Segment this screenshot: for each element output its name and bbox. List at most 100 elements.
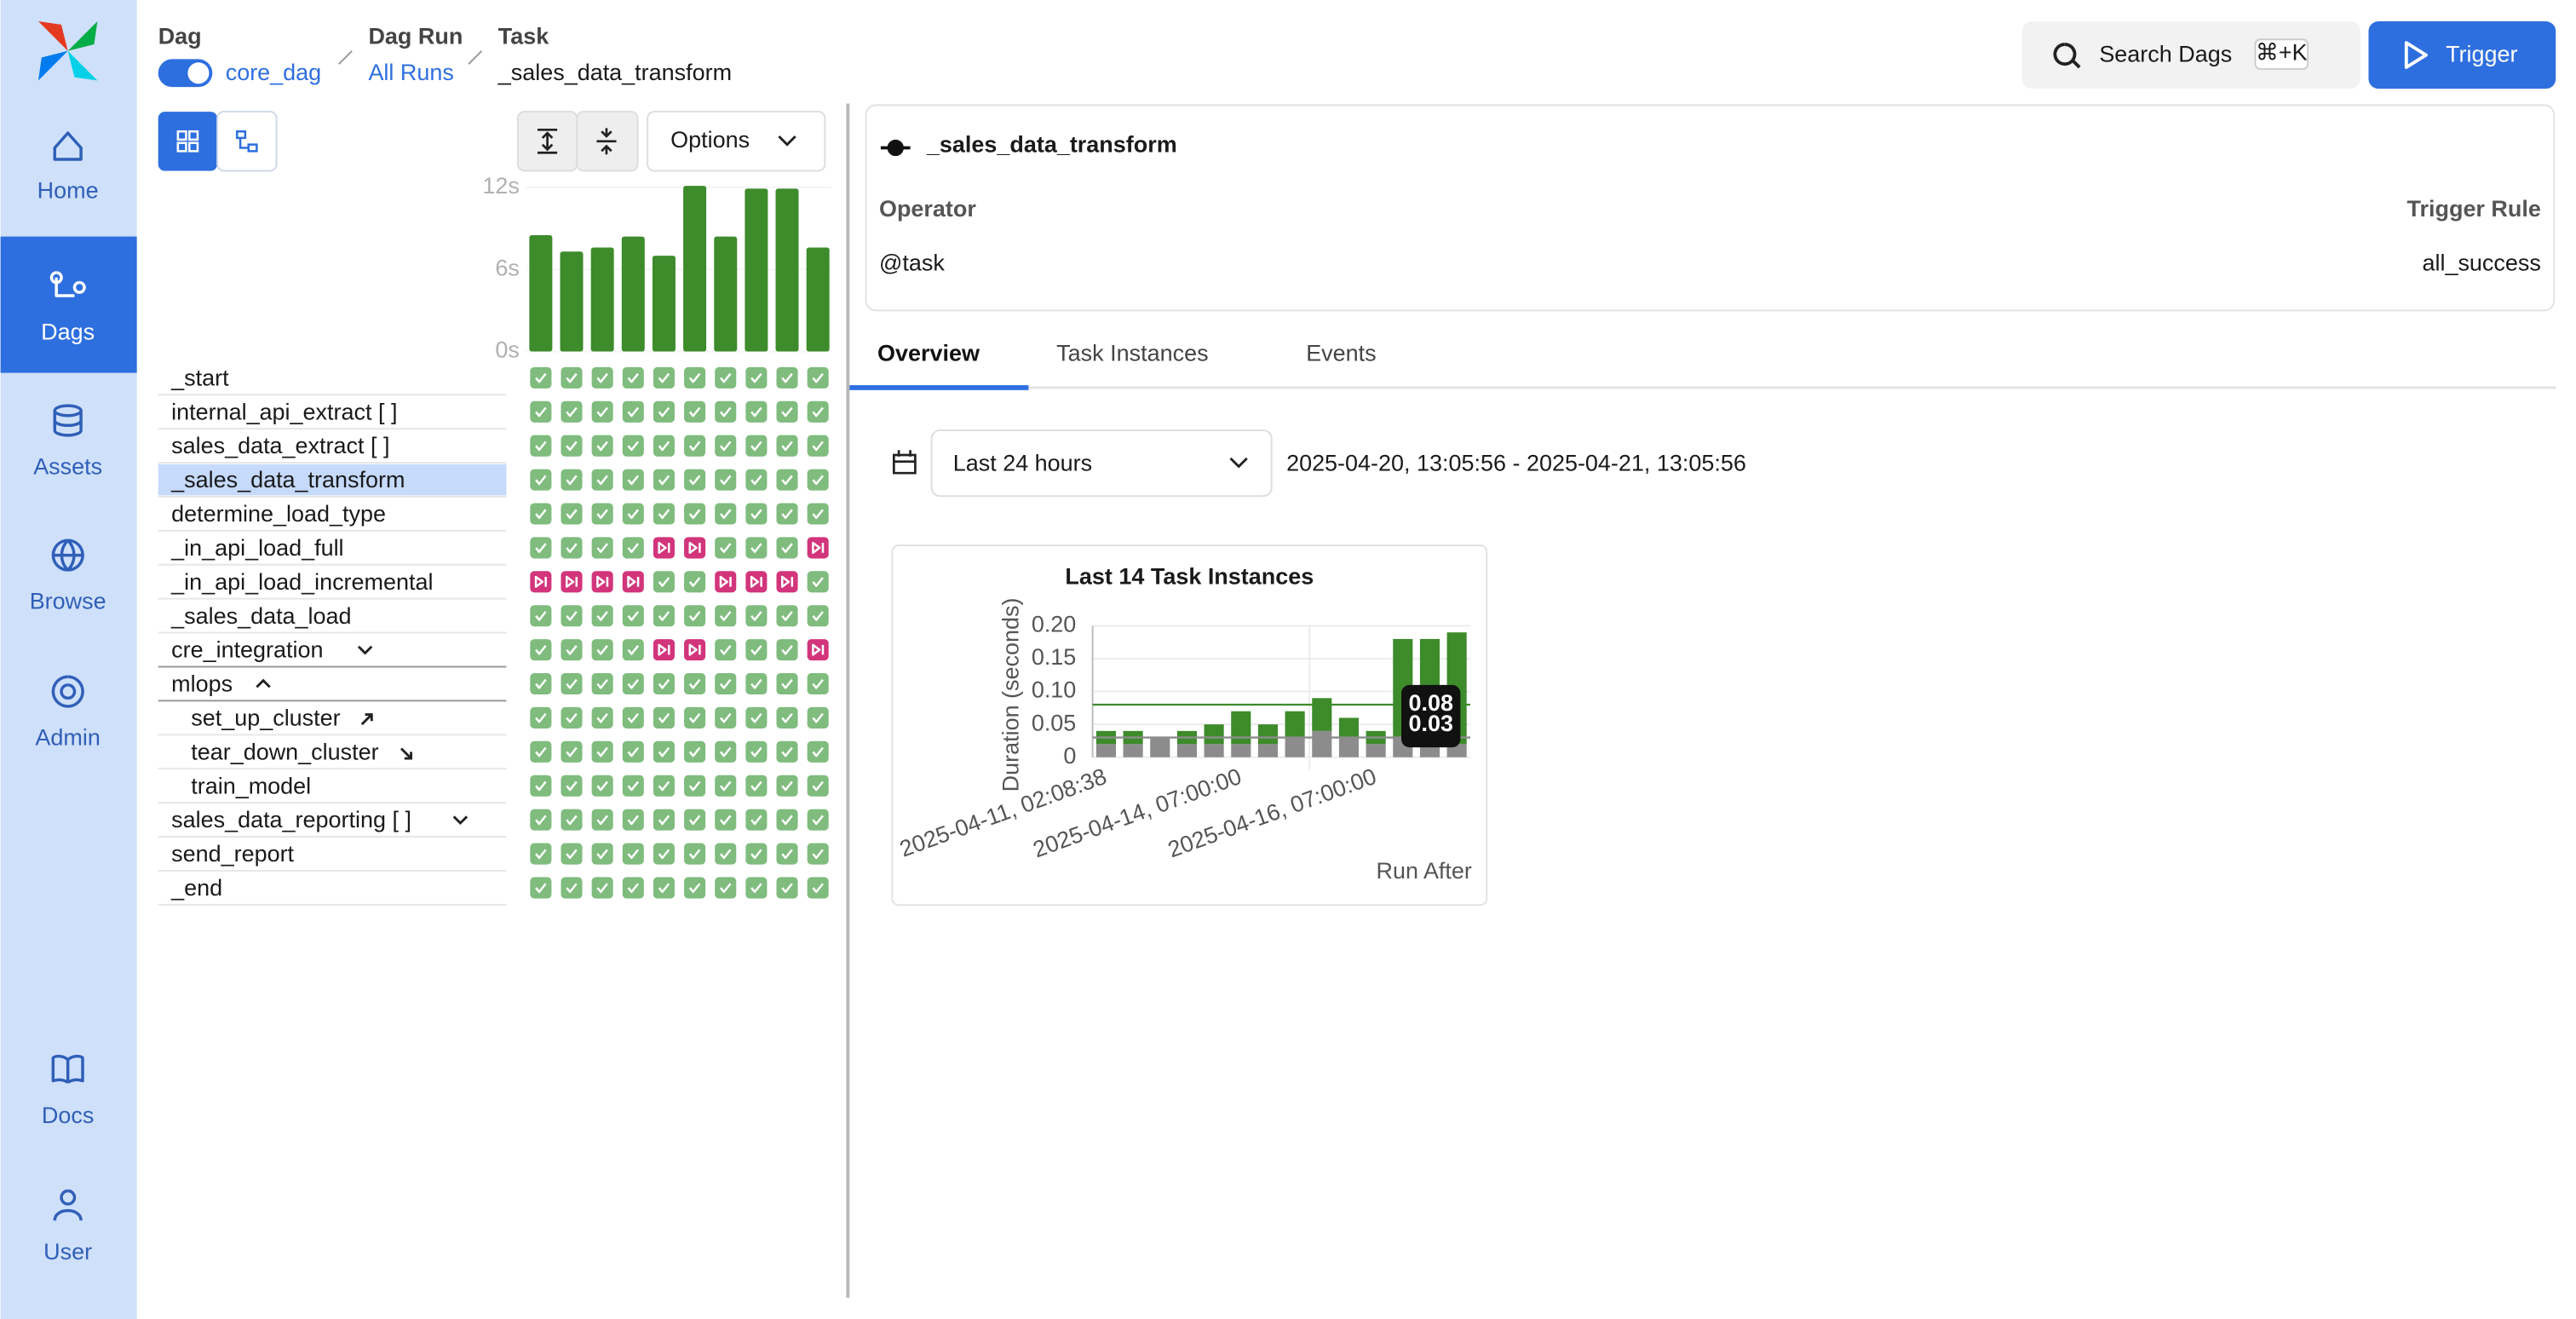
status-cell[interactable] [745, 571, 768, 593]
status-cell[interactable] [622, 877, 644, 899]
duration-bar[interactable] [806, 247, 830, 352]
status-cell[interactable] [715, 537, 737, 559]
duration-segment[interactable] [1231, 711, 1251, 745]
status-cell[interactable] [776, 605, 798, 627]
status-cell[interactable] [653, 469, 675, 491]
options-button[interactable]: Options [647, 111, 826, 172]
status-cell[interactable] [653, 775, 675, 797]
status-cell[interactable] [776, 877, 798, 899]
task-row[interactable]: internal_api_extract [ ] [158, 399, 507, 430]
status-cell[interactable] [745, 503, 768, 525]
status-cell[interactable] [776, 503, 798, 525]
status-cell[interactable] [715, 435, 737, 457]
status-cell[interactable] [807, 809, 829, 831]
duration-bar[interactable] [590, 247, 614, 352]
task-row[interactable]: _start [158, 365, 507, 396]
task-name[interactable]: send_report [171, 841, 294, 867]
duration-segment[interactable] [1285, 737, 1305, 757]
status-cell[interactable] [684, 366, 706, 389]
duration-bar[interactable] [652, 256, 676, 352]
status-cell[interactable] [745, 605, 768, 627]
task-name[interactable]: sales_data_extract [ ] [171, 433, 389, 458]
status-cell[interactable] [776, 469, 798, 491]
nav-item[interactable]: User [43, 1189, 92, 1264]
status-cell[interactable] [745, 639, 768, 661]
breadcrumb-link[interactable]: All Runs [368, 60, 453, 85]
duration-bar[interactable] [745, 188, 768, 352]
status-cell[interactable] [715, 639, 737, 661]
status-cell[interactable] [530, 605, 552, 627]
status-cell[interactable] [530, 400, 552, 423]
status-cell[interactable] [591, 809, 613, 831]
task-row[interactable]: sales_data_reporting [ ] [158, 807, 507, 838]
status-cell[interactable] [684, 706, 706, 729]
status-cell[interactable] [530, 571, 552, 593]
task-row[interactable]: train_model [158, 773, 507, 804]
breadcrumb-link[interactable]: core_dag [226, 60, 321, 85]
nav-label[interactable]: Dags [41, 319, 95, 344]
status-cell[interactable] [745, 366, 768, 389]
status-cell[interactable] [591, 740, 613, 763]
status-cell[interactable] [715, 503, 737, 525]
nav-item[interactable]: Home [37, 131, 99, 204]
status-cell[interactable] [684, 503, 706, 525]
status-cell[interactable] [715, 400, 737, 423]
status-cell[interactable] [684, 435, 706, 457]
task-row[interactable]: tear_down_cluster [158, 739, 507, 770]
status-cell[interactable] [807, 843, 829, 865]
status-cell[interactable] [561, 366, 583, 389]
search-button[interactable]: Search Dags ⌘+K [2021, 21, 2360, 89]
task-row[interactable]: _end [158, 875, 507, 906]
duration-bar[interactable] [529, 234, 553, 352]
status-cell[interactable] [591, 469, 613, 491]
task-name[interactable]: _start [170, 365, 229, 390]
task-row[interactable]: send_report [158, 841, 507, 872]
status-cell[interactable] [561, 673, 583, 695]
status-cell[interactable] [622, 400, 644, 423]
status-cell[interactable] [776, 673, 798, 695]
status-cell[interactable] [715, 673, 737, 695]
status-cell[interactable] [622, 571, 644, 593]
status-cell[interactable] [561, 435, 583, 457]
status-cell[interactable] [530, 775, 552, 797]
status-cell[interactable] [776, 775, 798, 797]
duration-segment[interactable] [1204, 724, 1224, 745]
status-cell[interactable] [745, 843, 768, 865]
status-cell[interactable] [530, 537, 552, 559]
view-grid-btn[interactable] [158, 112, 218, 171]
status-cell[interactable] [684, 605, 706, 627]
status-cell[interactable] [591, 775, 613, 797]
status-cell[interactable] [591, 639, 613, 661]
task-name[interactable]: determine_load_type [171, 501, 386, 527]
status-cell[interactable] [591, 537, 613, 559]
duration-segment[interactable] [1204, 744, 1224, 757]
status-cell[interactable] [776, 366, 798, 389]
status-cell[interactable] [745, 537, 768, 559]
status-cell[interactable] [776, 435, 798, 457]
status-cell[interactable] [684, 537, 706, 559]
status-cell[interactable] [622, 809, 644, 831]
status-cell[interactable] [776, 537, 798, 559]
status-cell[interactable] [684, 639, 706, 661]
status-cell[interactable] [561, 400, 583, 423]
duration-segment[interactable] [1123, 744, 1143, 757]
status-cell[interactable] [530, 435, 552, 457]
status-cell[interactable] [745, 673, 768, 695]
status-cell[interactable] [807, 366, 829, 389]
task-row[interactable]: sales_data_extract [ ] [158, 433, 507, 464]
status-cell[interactable] [807, 537, 829, 559]
task-name[interactable]: sales_data_reporting [ ] [171, 807, 411, 832]
duration-segment[interactable] [1285, 711, 1305, 738]
status-cell[interactable] [745, 435, 768, 457]
status-cell[interactable] [807, 605, 829, 627]
status-cell[interactable] [622, 366, 644, 389]
range-select[interactable]: Last 24 hours [930, 429, 1273, 498]
status-cell[interactable] [653, 639, 675, 661]
duration-segment[interactable] [1231, 744, 1251, 757]
task-name[interactable]: _sales_data_transform [170, 467, 405, 492]
status-cell[interactable] [653, 809, 675, 831]
duration-bar[interactable] [775, 188, 799, 352]
status-cell[interactable] [653, 706, 675, 729]
status-cell[interactable] [807, 706, 829, 729]
status-cell[interactable] [807, 503, 829, 525]
